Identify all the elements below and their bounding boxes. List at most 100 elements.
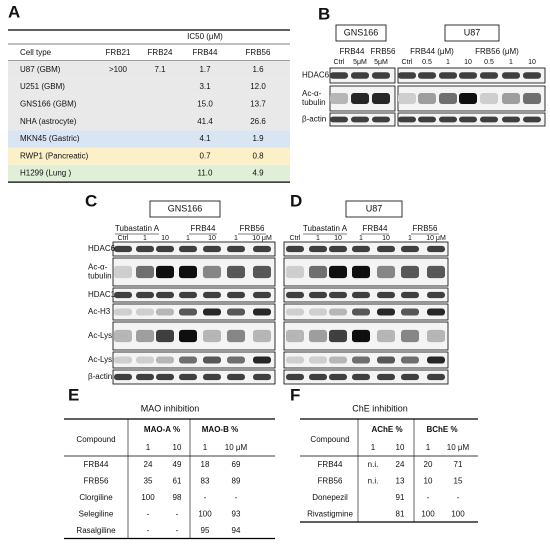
blot-band [227, 356, 245, 364]
blot-band [203, 329, 221, 343]
blot-band [330, 93, 348, 104]
cell: 4.9 [252, 169, 264, 178]
cell: 11.0 [198, 169, 214, 178]
cell: 83 [201, 477, 210, 486]
cell: 1.6 [252, 65, 264, 74]
blot-band [401, 329, 419, 343]
blot-band [156, 291, 174, 299]
cell: 12.0 [250, 82, 266, 91]
cell: 89 [232, 477, 241, 486]
blot-band [179, 329, 197, 343]
row-background [8, 112, 290, 131]
blot-band [502, 93, 520, 104]
blot-band [377, 291, 395, 299]
cell-line: GNS166 [168, 203, 203, 213]
column-header: 10 μM [225, 443, 248, 452]
cell: 93 [232, 510, 241, 519]
blot-band [352, 245, 370, 253]
blot-band [502, 116, 520, 123]
blot-band [136, 373, 154, 381]
blot-band [418, 93, 436, 104]
blot-band [459, 72, 477, 79]
blot-band [398, 93, 416, 104]
blot-band [114, 356, 132, 364]
blot-label: Ac-α- [302, 89, 322, 98]
blot-band [309, 291, 327, 299]
cell: Selegiline [79, 510, 114, 519]
blot-band [179, 291, 197, 299]
blot-band [459, 93, 477, 104]
blot-band [480, 72, 498, 79]
blot-band [377, 265, 395, 279]
treatment: Tubastatin A [115, 224, 160, 233]
blot-band [377, 373, 395, 381]
cell: Donepezil [312, 493, 348, 502]
column-header: Cell type [20, 48, 52, 57]
blot-band [427, 308, 445, 316]
blot-band [480, 93, 498, 104]
treatment: FRB44 [340, 47, 365, 56]
blot-band [156, 356, 174, 364]
cell: - [147, 510, 150, 519]
blot-band [351, 116, 369, 123]
column-header: 1 [371, 443, 376, 452]
blot-label: β-actin [88, 372, 112, 381]
blot-band [309, 265, 327, 279]
cell: 24 [396, 460, 405, 469]
table-header: IC50 (μM) [187, 32, 223, 41]
panel-label: E [68, 385, 79, 404]
lane-label: 1 [446, 59, 450, 66]
lane-label: 10 [464, 59, 472, 66]
panel-label: D [290, 191, 302, 210]
cell: 98 [173, 493, 182, 502]
blot-band [203, 245, 221, 253]
blot-label: HDAC6 [88, 244, 116, 253]
blot-band [502, 72, 520, 79]
cell: - [457, 493, 460, 502]
blot-band [227, 245, 245, 253]
column-header: FRB21 [106, 48, 131, 57]
cell-line: U87 [464, 27, 481, 37]
blot-label: β-actin [302, 115, 326, 124]
column-header: AChE % [371, 425, 402, 434]
blot-label: HDAC6 [302, 71, 330, 80]
cell-line: GNS166 [344, 27, 379, 37]
blot-band [439, 93, 457, 104]
lane-label: 10 [208, 235, 216, 242]
lane-label: 10 [334, 235, 342, 242]
lane-label: 5μM [374, 59, 388, 66]
blot-band [372, 93, 390, 104]
column-header: 10 [396, 443, 405, 452]
blot-band [253, 245, 271, 253]
blot-band [253, 265, 271, 279]
cell: 94 [232, 526, 241, 535]
blot-band [253, 329, 271, 343]
row-background [8, 147, 290, 165]
blot-band [286, 329, 304, 343]
blot-band [372, 116, 390, 123]
blot-band [459, 116, 477, 123]
blot-band [203, 356, 221, 364]
lane-label: 1 [234, 235, 238, 242]
blot-band [156, 245, 174, 253]
cell: n.i. [368, 477, 379, 486]
cell: FRB56 [84, 477, 109, 486]
column-header: 1 [426, 443, 431, 452]
lane-label: 10 μM [426, 235, 446, 242]
blot-band [377, 245, 395, 253]
blot-band [136, 308, 154, 316]
blot-band [156, 308, 174, 316]
cell: 15.0 [197, 100, 213, 109]
row-background [8, 130, 290, 148]
blot-band [286, 308, 304, 316]
label-box [149, 200, 221, 218]
blot-band [329, 373, 347, 381]
lane-label: 1 [509, 59, 513, 66]
blot-band [203, 291, 221, 299]
blot-band [329, 356, 347, 364]
cell: 0.8 [252, 151, 264, 160]
cell: 1.7 [199, 65, 211, 74]
cell: - [235, 493, 238, 502]
lane-label: Ctrl [290, 235, 301, 242]
blot-band [351, 72, 369, 79]
